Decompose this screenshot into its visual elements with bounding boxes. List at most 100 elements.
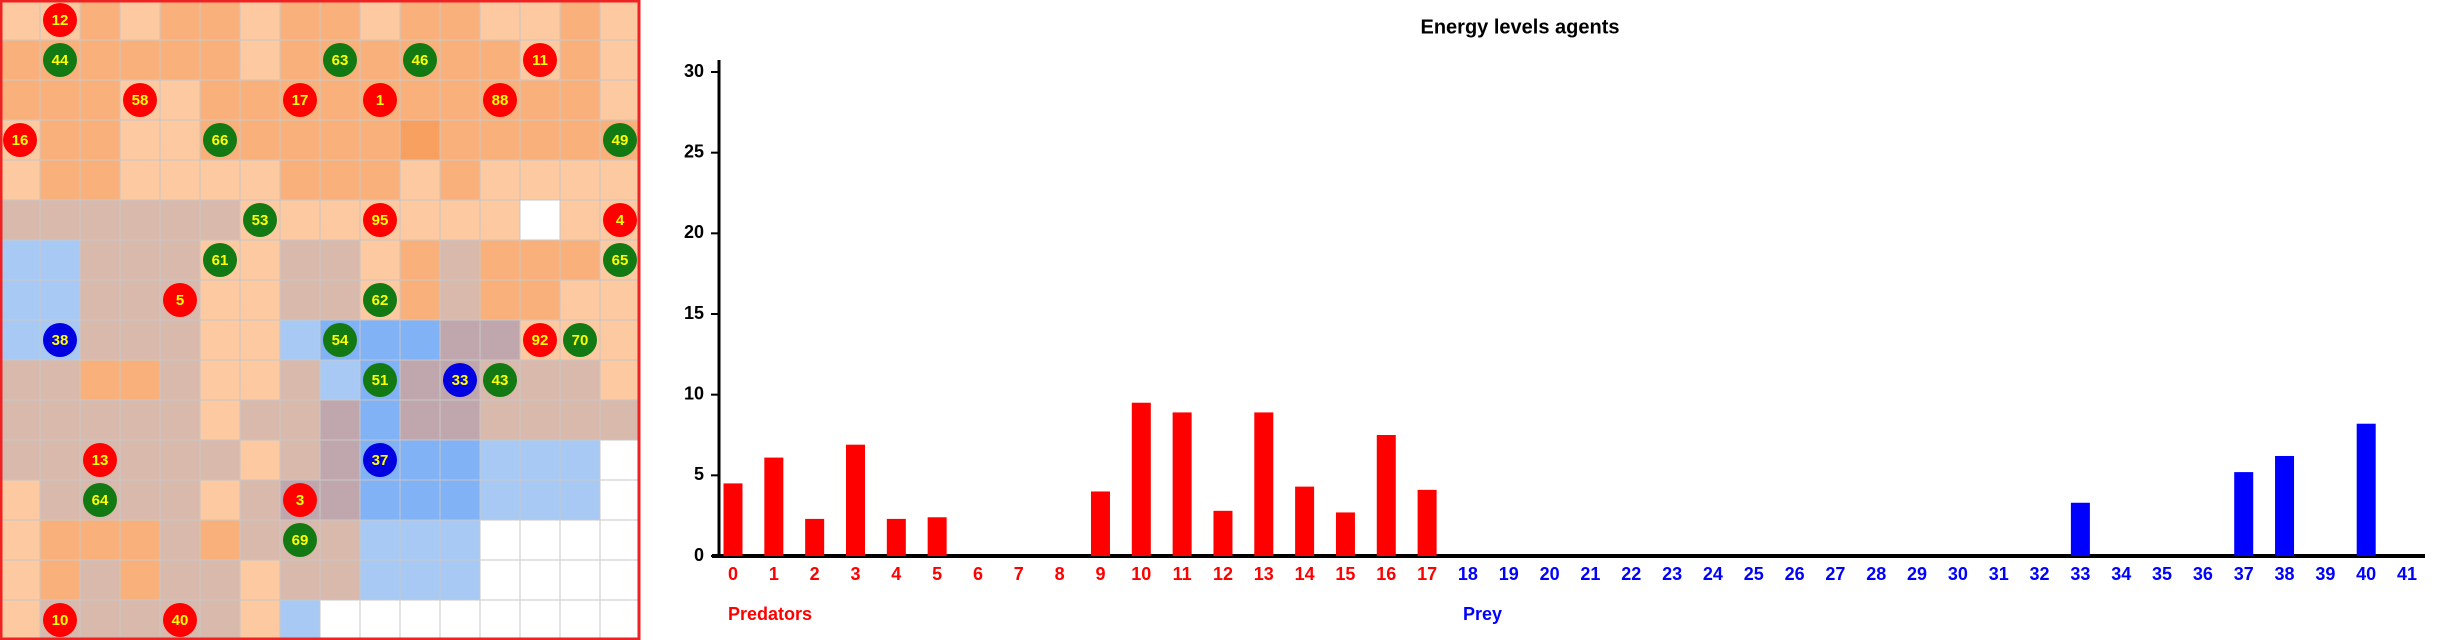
grid-cell (199, 439, 241, 481)
grid-cell (359, 39, 401, 81)
grid-cell (399, 359, 441, 401)
grid-cell (199, 519, 241, 561)
grid-cell (479, 239, 521, 281)
bar (1417, 489, 1437, 556)
agent-label: 58 (132, 92, 149, 109)
grid-cell (159, 199, 201, 241)
grid-cell (79, 199, 121, 241)
grid-cell (0, 479, 41, 521)
grid-cell (399, 199, 441, 241)
y-tick-label: 25 (684, 141, 704, 161)
grid-cell (199, 0, 241, 41)
grid-cell (319, 119, 361, 161)
grid-cell (359, 0, 401, 41)
grid-cell (399, 319, 441, 361)
grid-cell (359, 239, 401, 281)
agent-label: 40 (172, 612, 189, 629)
grid-cell (199, 279, 241, 321)
grid-cell (39, 519, 81, 561)
grid-cell (39, 439, 81, 481)
grid-cell (279, 319, 321, 361)
agent-label: 33 (452, 372, 469, 389)
x-tick-label: 36 (2193, 564, 2213, 584)
grid-cell (159, 519, 201, 561)
grid-cell (159, 439, 201, 481)
x-tick-label: 15 (1335, 564, 1355, 584)
grid-cell (0, 319, 41, 361)
grid-cell (399, 0, 441, 41)
grid-cell (199, 319, 241, 361)
grid-cell (599, 79, 641, 121)
grid-cell (479, 439, 521, 481)
y-tick-label: 0 (694, 545, 704, 565)
grid-cell (479, 599, 521, 640)
grid-cell (119, 239, 161, 281)
grid-cell (439, 479, 481, 521)
grid-cell (319, 479, 361, 521)
x-tick-label: 12 (1213, 564, 1233, 584)
grid-cell (479, 399, 521, 441)
agent (43, 43, 77, 77)
grid-cell (519, 79, 561, 121)
grid-cell (599, 319, 641, 361)
grid-cell (319, 159, 361, 201)
agent (283, 483, 317, 517)
grid-cell (239, 79, 281, 121)
grid-cell (39, 559, 81, 601)
grid-cell (239, 159, 281, 201)
grid-cell (559, 199, 601, 241)
grid-cell (79, 39, 121, 81)
grid-cell (519, 559, 561, 601)
agent-label: 65 (612, 252, 629, 269)
x-tick-label: 1 (769, 564, 779, 584)
x-tick-label: 5 (932, 564, 942, 584)
grid-cell (519, 0, 561, 41)
grid-cell (399, 519, 441, 561)
agent-label: 1 (376, 92, 384, 109)
agent-label: 88 (492, 92, 509, 109)
grid-cell (319, 279, 361, 321)
agent-label: 13 (92, 452, 109, 469)
agent-label: 49 (612, 132, 629, 149)
grid-cell (519, 479, 561, 521)
grid-cell (119, 439, 161, 481)
grid-cell (159, 399, 201, 441)
agent (603, 243, 637, 277)
grid-cell (239, 119, 281, 161)
agent-label: 54 (332, 332, 349, 349)
grid-cell (79, 279, 121, 321)
grid-cell (79, 399, 121, 441)
grid-cell (159, 239, 201, 281)
agent (483, 83, 517, 117)
x-tick-label: 25 (1744, 564, 1764, 584)
grid-border (0, 0, 641, 640)
bar (845, 444, 865, 556)
grid-cell (559, 279, 601, 321)
grid-cell (479, 519, 521, 561)
bar (886, 518, 906, 556)
grid-cell (279, 399, 321, 441)
x-tick-label: 13 (1254, 564, 1274, 584)
agent-label: 5 (176, 292, 184, 309)
bar (1254, 412, 1274, 556)
grid-cell (0, 79, 41, 121)
agent-label: 51 (372, 372, 389, 389)
x-tick-label: 30 (1948, 564, 1968, 584)
bar (1172, 412, 1192, 556)
grid-cell (159, 119, 201, 161)
grid-cell (399, 479, 441, 521)
grid-cell (0, 559, 41, 601)
bar (764, 457, 784, 556)
x-tick-label: 41 (2397, 564, 2417, 584)
agent (83, 443, 117, 477)
grid-cell (519, 279, 561, 321)
world-grid: 12 44 63 46 11 58 17 1 88 16 66 49 53 95 4 61 65 5 62 38 54 9… (0, 0, 641, 640)
agent (83, 483, 117, 517)
bar (1335, 512, 1355, 556)
grid-cell (559, 399, 601, 441)
grid-cell (159, 359, 201, 401)
grid-cell (399, 159, 441, 201)
agent (243, 203, 277, 237)
grid-cell (39, 79, 81, 121)
grid-cell (559, 239, 601, 281)
